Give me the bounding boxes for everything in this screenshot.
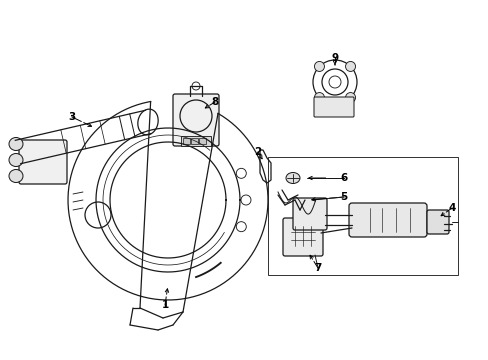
Text: 9: 9	[331, 53, 338, 63]
Bar	[267, 157, 457, 275]
Text: 2: 2	[254, 147, 261, 157]
FancyBboxPatch shape	[19, 140, 67, 184]
Text: 7: 7	[314, 263, 321, 273]
Text: 5: 5	[340, 192, 347, 202]
Bar	[181, 136, 210, 146]
Text: 8: 8	[211, 97, 218, 107]
Circle shape	[314, 93, 324, 103]
Circle shape	[314, 62, 324, 71]
FancyBboxPatch shape	[313, 97, 353, 117]
Circle shape	[345, 93, 355, 103]
Circle shape	[345, 62, 355, 71]
Bar	[199, 138, 205, 144]
FancyBboxPatch shape	[292, 198, 326, 230]
FancyBboxPatch shape	[173, 94, 219, 146]
Ellipse shape	[9, 153, 23, 166]
Text: 6: 6	[340, 173, 347, 183]
Ellipse shape	[9, 170, 23, 183]
Ellipse shape	[285, 172, 299, 184]
Text: 1: 1	[161, 300, 168, 310]
FancyBboxPatch shape	[426, 210, 448, 234]
Bar	[183, 138, 190, 144]
Ellipse shape	[9, 138, 23, 150]
FancyBboxPatch shape	[283, 218, 323, 256]
FancyBboxPatch shape	[348, 203, 426, 237]
Bar	[191, 138, 198, 144]
Text: 3: 3	[68, 112, 76, 122]
Text: 4: 4	[447, 203, 455, 213]
